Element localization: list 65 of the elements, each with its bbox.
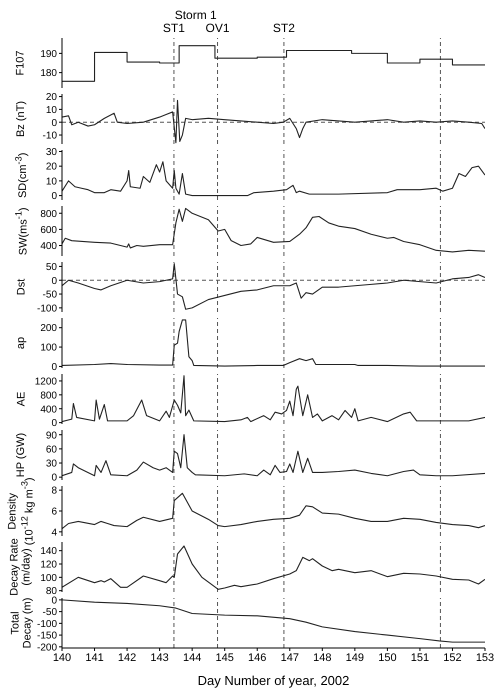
y-tick-label: 50 xyxy=(46,262,58,273)
y-tick-label: 20 xyxy=(46,92,58,104)
y-tick-label: -100 xyxy=(36,303,58,314)
y-tick-label: 0 xyxy=(51,472,58,484)
x-tick-label: 150 xyxy=(378,652,397,664)
y-axis-title: Dst xyxy=(15,278,27,296)
y-tick-label: 0 xyxy=(51,595,58,606)
y-axis-title: ap xyxy=(15,336,27,350)
ref-line-label: ST1 xyxy=(162,21,186,35)
y-axis-title: HP (GW) xyxy=(15,432,27,478)
y-tick-label: 190 xyxy=(40,48,58,60)
y-tick-label: -100 xyxy=(36,618,58,630)
y-tick-label: 10 xyxy=(46,104,58,116)
y-tick-label: 600 xyxy=(40,224,58,236)
x-tick-label: 146 xyxy=(248,652,266,664)
text: Storm 1 xyxy=(174,8,217,22)
y-tick-label: 20 xyxy=(46,162,58,173)
y-tick-label: 60 xyxy=(46,444,58,456)
y-tick-label: 1200 xyxy=(34,376,58,388)
x-tick-label: 151 xyxy=(410,652,430,664)
x-tick-label: 145 xyxy=(216,652,234,664)
ref-line-label: OV1 xyxy=(206,21,230,35)
y-tick-label: 180 xyxy=(40,68,58,80)
x-tick-label: 144 xyxy=(182,652,202,664)
y-tick-label: 4 xyxy=(51,527,58,538)
y-tick-label: 90 xyxy=(46,430,58,442)
y-tick-label: -50 xyxy=(42,290,58,301)
y-tick-label: 400 xyxy=(40,241,58,252)
x-tick-label: 143 xyxy=(150,652,169,664)
y-tick-label: -10 xyxy=(42,130,58,142)
ref-line-label: ST2 xyxy=(272,21,296,35)
y-tick-label: 800 xyxy=(40,208,58,220)
y-axis-title: Bz (nT) xyxy=(15,100,27,138)
x-tick-label: 141 xyxy=(85,652,104,664)
y-tick-label: 10 xyxy=(46,176,58,188)
x-tick-label: 147 xyxy=(280,652,299,664)
x-tick-label: 153 xyxy=(476,652,494,664)
x-tick-label: 149 xyxy=(346,652,364,664)
y-tick-label: 800 xyxy=(40,390,58,402)
y-tick-label: 30 xyxy=(46,147,58,158)
y-tick-label: 400 xyxy=(40,404,58,416)
y-tick-label: -200 xyxy=(36,642,58,654)
y-tick-label: 6 xyxy=(51,506,58,518)
y-tick-label: 0 xyxy=(51,118,58,129)
y-tick-label: 120 xyxy=(40,560,58,571)
y-tick-label: 0 xyxy=(51,276,58,287)
x-tick-label: 152 xyxy=(443,652,462,664)
y-tick-label: 8 xyxy=(51,486,58,497)
x-tick-label: 148 xyxy=(313,652,332,664)
x-tick-label: 142 xyxy=(118,652,136,664)
y-tick-label: 0 xyxy=(51,191,58,202)
y-tick-label: 80 xyxy=(46,586,58,598)
y-axis-title: Total Decay (m) xyxy=(9,598,34,648)
y-tick-label: -50 xyxy=(42,607,58,618)
y-tick-label: 0 xyxy=(51,362,58,373)
y-axis-title: F107 xyxy=(14,50,27,76)
y-tick-label: 0 xyxy=(51,418,58,430)
y-tick-label: 30 xyxy=(46,458,58,470)
y-axis-title: AE xyxy=(15,392,27,406)
x-axis-title: Day Number of year, 2002 xyxy=(196,673,350,688)
y-tick-label: 100 xyxy=(40,572,58,584)
y-tick-label: 140 xyxy=(40,546,58,558)
y-tick-label: 200 xyxy=(40,323,58,334)
y-tick-label: -150 xyxy=(36,630,58,642)
y-tick-label: 100 xyxy=(40,342,58,354)
